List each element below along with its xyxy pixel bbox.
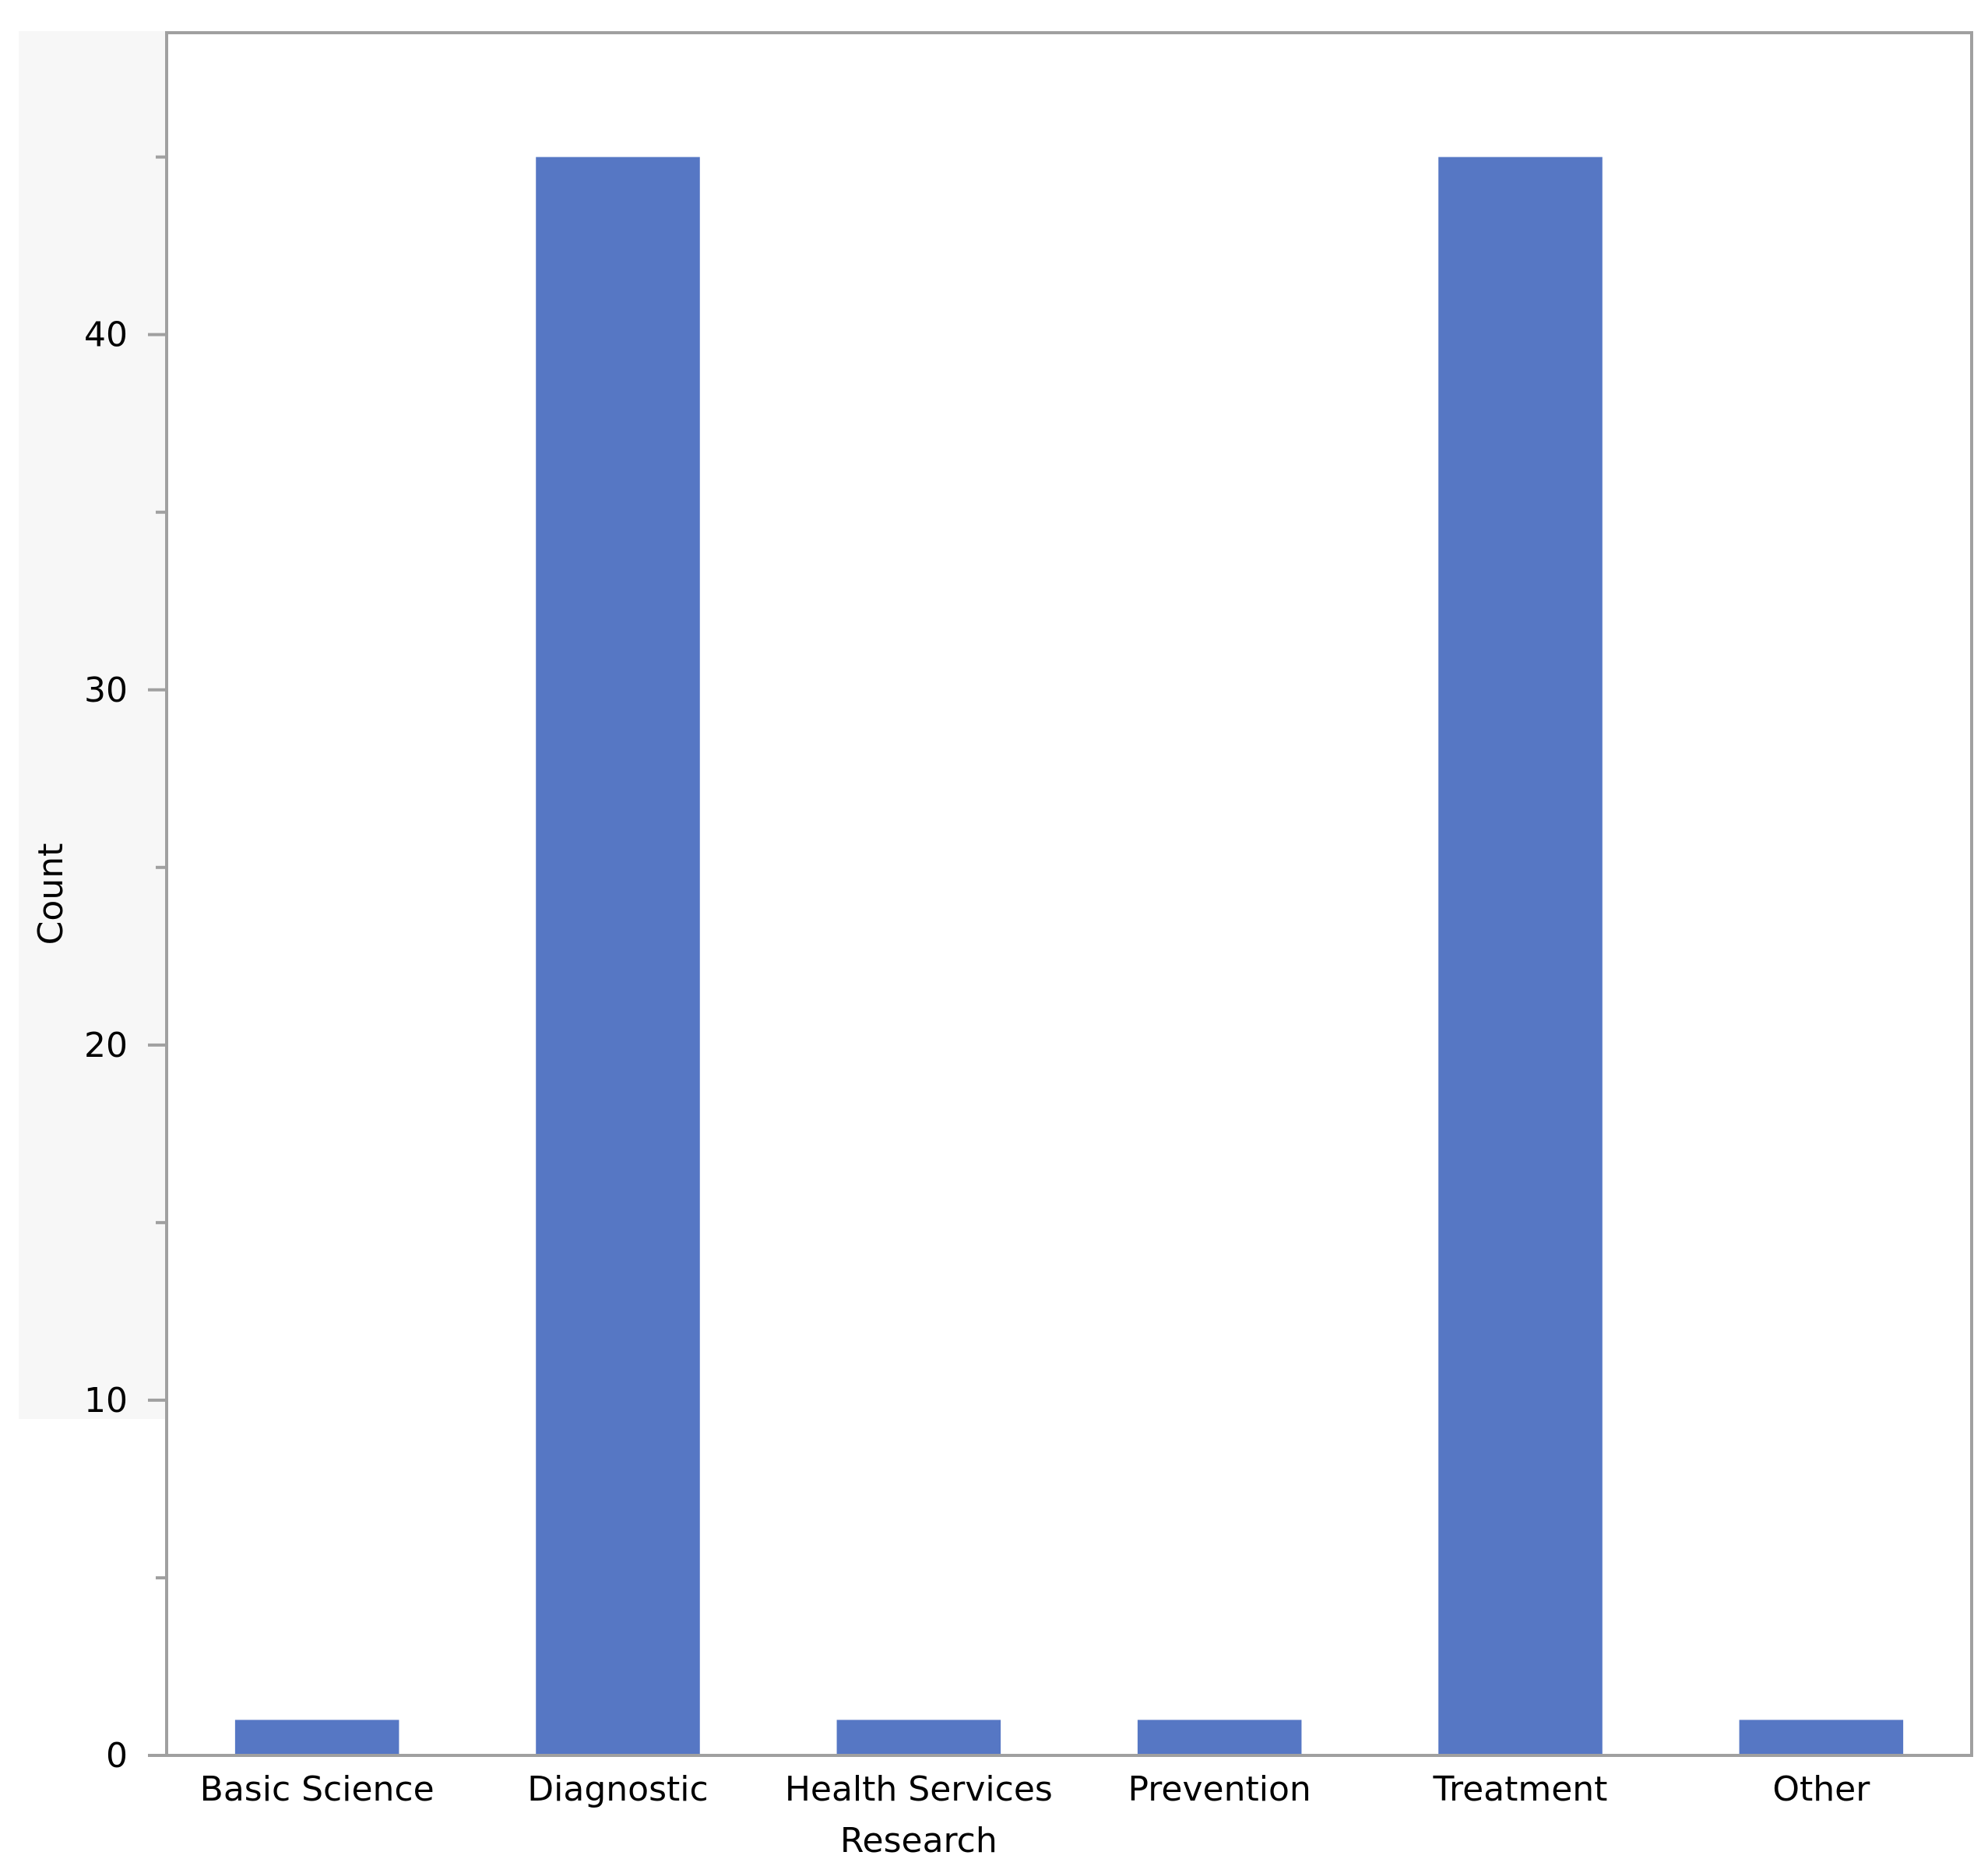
bars-layer	[234, 157, 1904, 1756]
bar-3	[1137, 1720, 1302, 1755]
y-axis-label: Count	[31, 843, 71, 945]
bar-1	[536, 157, 700, 1756]
y-tick-label-3: 30	[84, 671, 128, 710]
bar-2	[836, 1720, 1001, 1755]
y-axis-ticks: 0 10 20 30 40	[84, 155, 167, 1776]
y-tick-label-0: 0	[106, 1736, 128, 1776]
x-tick-label-0: Basic Science	[200, 1769, 435, 1809]
x-tick-label-2: Health Services Research	[785, 1769, 1053, 1861]
bar-4	[1438, 157, 1603, 1756]
y-tick-label-2: 20	[84, 1026, 128, 1065]
bar-5	[1739, 1720, 1904, 1755]
x-tick-label-3: Prevention	[1128, 1769, 1311, 1809]
plot-frame	[165, 31, 1973, 1757]
bar-0	[234, 1720, 399, 1755]
y-tick-label-4: 40	[84, 315, 128, 355]
x-tick-label-4: Treatment	[1433, 1769, 1608, 1809]
y-tick-label-1: 10	[84, 1381, 128, 1421]
left-background-panel	[19, 31, 167, 1419]
x-axis-ticks: Basic Science Diagnostic Health Services Re…	[200, 1769, 1871, 1861]
plot-area	[167, 33, 1972, 1755]
x-tick-label-1: Diagnostic	[527, 1769, 708, 1809]
x-tick-label-5: Other	[1772, 1769, 1870, 1809]
